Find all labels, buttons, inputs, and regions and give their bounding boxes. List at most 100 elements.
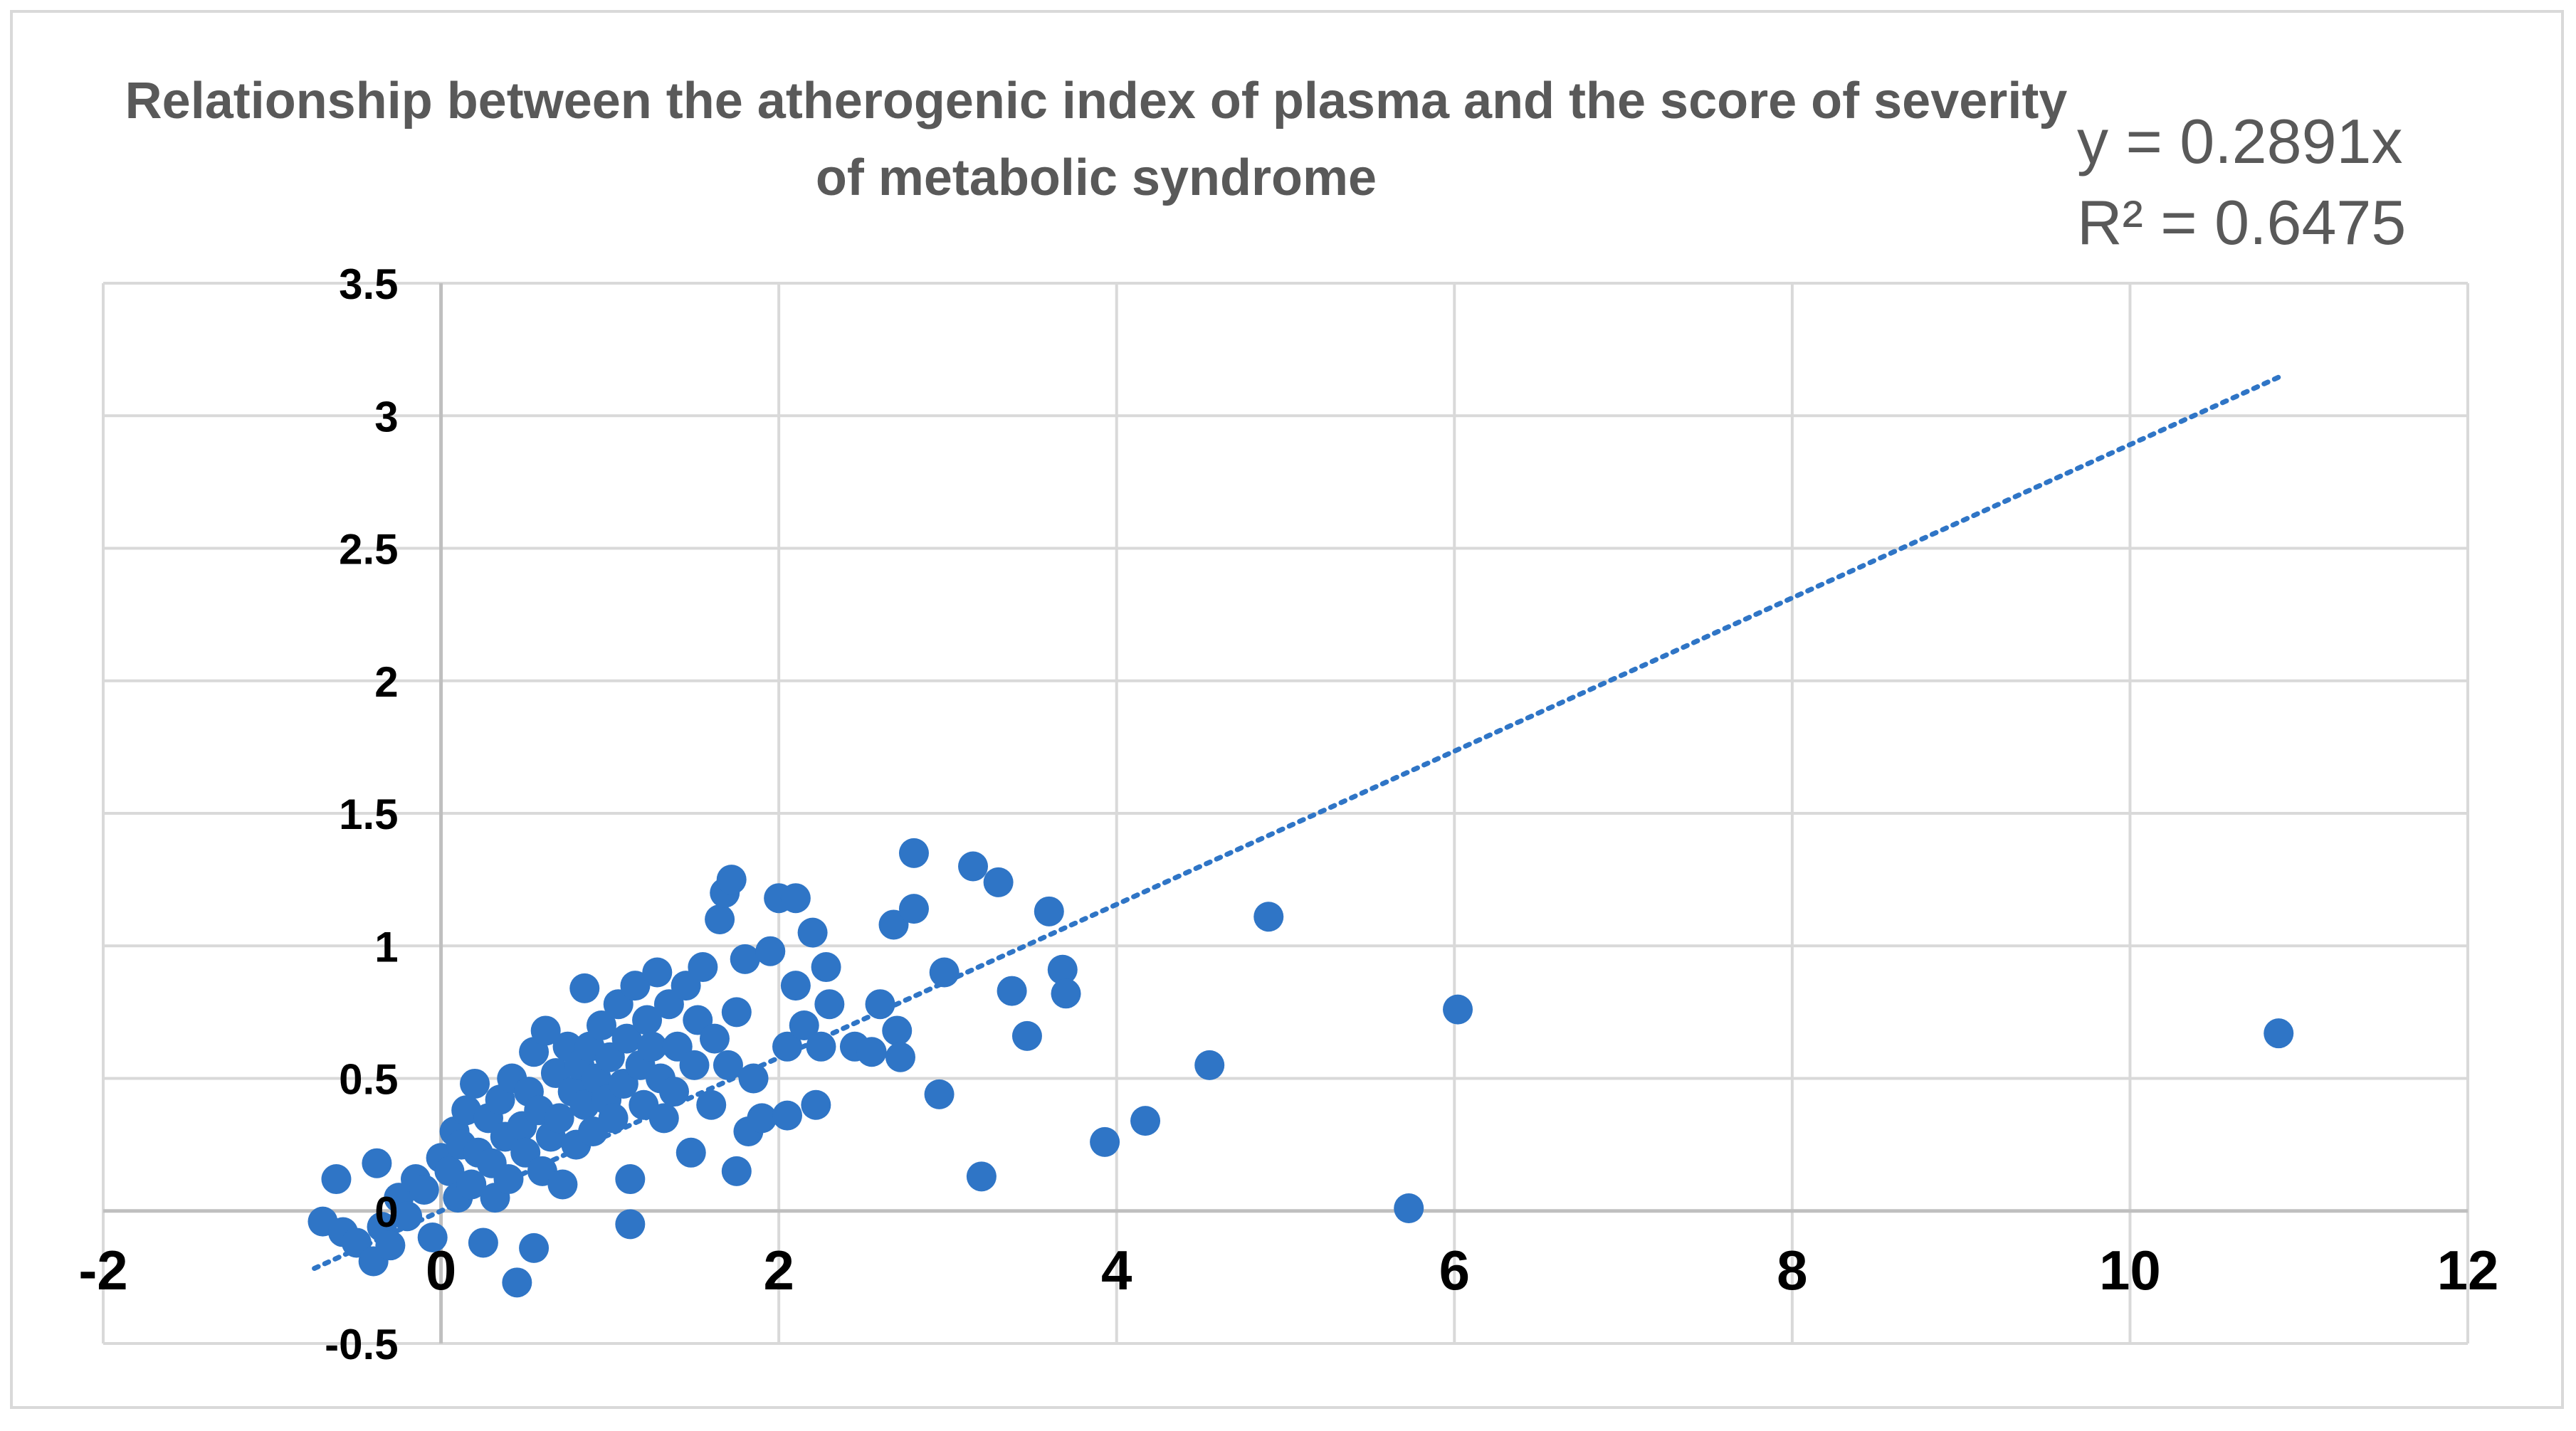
data-point [801, 1089, 831, 1120]
data-point [772, 1100, 803, 1131]
data-point [615, 1209, 646, 1240]
data-point [642, 957, 673, 988]
data-point [738, 1063, 769, 1094]
y-tick-label: 3.5 [339, 260, 398, 308]
data-point [547, 1169, 578, 1200]
x-axis-tick-labels: -2 0 2 4 6 8 10 12 [78, 1239, 2498, 1301]
data-point [814, 989, 845, 1020]
data-point [885, 1042, 915, 1072]
data-point [321, 1164, 352, 1195]
trendline-equation: y = 0.2891x [2077, 106, 2403, 176]
trendline-r-squared: R² = 0.6475 [2077, 187, 2407, 258]
data-point [958, 851, 989, 882]
chart-title: Relationship between the atherogenic ind… [125, 73, 2068, 206]
y-axis-tick-labels: -0.5 0 0.5 1 1.5 2 2.5 3 3.5 [325, 260, 398, 1368]
x-tick-label: 0 [426, 1239, 456, 1301]
data-point [797, 917, 828, 948]
data-point [530, 1015, 561, 1046]
x-tick-label: -2 [78, 1239, 127, 1301]
data-point [468, 1227, 498, 1258]
y-tick-label: 1.5 [339, 791, 398, 838]
data-point [929, 957, 960, 988]
y-tick-label: 0 [374, 1188, 398, 1236]
data-point [434, 1156, 465, 1186]
y-tick-label: 1 [374, 923, 398, 971]
x-tick-label: 10 [2099, 1239, 2161, 1301]
data-point [721, 1156, 752, 1186]
data-point [966, 1161, 997, 1192]
data-point [1090, 1126, 1120, 1157]
data-points [307, 838, 2294, 1298]
data-point [688, 952, 718, 983]
data-point [1194, 1050, 1225, 1080]
x-tick-label: 2 [763, 1239, 794, 1301]
data-point [598, 1103, 629, 1134]
x-tick-label: 12 [2437, 1239, 2499, 1301]
data-point [1443, 994, 1473, 1025]
data-point [806, 1031, 836, 1062]
data-point [811, 952, 841, 983]
data-point [924, 1079, 955, 1109]
data-point [620, 971, 651, 1001]
data-point [1051, 978, 1081, 1009]
y-tick-label: -0.5 [325, 1321, 398, 1368]
data-point [1011, 1020, 1042, 1051]
data-point [747, 1103, 777, 1134]
data-point [878, 909, 909, 940]
data-point [1130, 1106, 1161, 1136]
data-point [637, 1031, 668, 1062]
x-tick-label: 8 [1777, 1239, 1807, 1301]
data-point [615, 1164, 646, 1195]
x-tick-label: 6 [1439, 1239, 1470, 1301]
data-point [898, 894, 929, 924]
data-point [648, 1103, 679, 1134]
data-point [1034, 896, 1064, 926]
data-point [983, 867, 1014, 897]
data-point [362, 1148, 392, 1178]
y-tick-label: 2.5 [339, 526, 398, 574]
data-point [898, 838, 929, 868]
data-point [679, 1050, 710, 1080]
data-point [699, 1023, 730, 1054]
data-point [392, 1201, 423, 1232]
data-point [780, 883, 811, 914]
data-point [1253, 902, 1284, 932]
data-point [716, 865, 747, 895]
data-point [493, 1164, 524, 1195]
x-tick-label: 4 [1101, 1239, 1132, 1301]
data-point [696, 1089, 727, 1120]
data-point [659, 1077, 690, 1107]
data-point [632, 1005, 663, 1035]
data-point [882, 1015, 913, 1046]
data-point [460, 1068, 490, 1099]
data-point [713, 1050, 743, 1080]
data-point [456, 1169, 487, 1200]
data-point [544, 1103, 574, 1134]
data-point [856, 1037, 887, 1067]
data-point [721, 997, 752, 1028]
data-point [865, 989, 895, 1020]
y-tick-label: 3 [374, 393, 398, 440]
y-tick-label: 0.5 [339, 1056, 398, 1104]
data-point [611, 1023, 642, 1054]
data-point [519, 1232, 550, 1263]
data-point [997, 976, 1027, 1006]
data-point [755, 936, 786, 966]
data-point [1047, 954, 1078, 985]
y-tick-label: 2 [374, 658, 398, 706]
data-point [705, 904, 735, 934]
data-point [409, 1174, 439, 1205]
data-point [586, 1010, 616, 1040]
trendline [312, 373, 2285, 1272]
data-point [772, 1031, 803, 1062]
data-point [375, 1230, 406, 1261]
data-point [569, 973, 600, 1003]
data-point [789, 1010, 819, 1040]
data-point [417, 1223, 448, 1252]
data-point [502, 1267, 532, 1298]
data-point [675, 1137, 706, 1168]
data-point [780, 971, 811, 1001]
data-point [730, 944, 760, 974]
data-point [2264, 1018, 2294, 1049]
